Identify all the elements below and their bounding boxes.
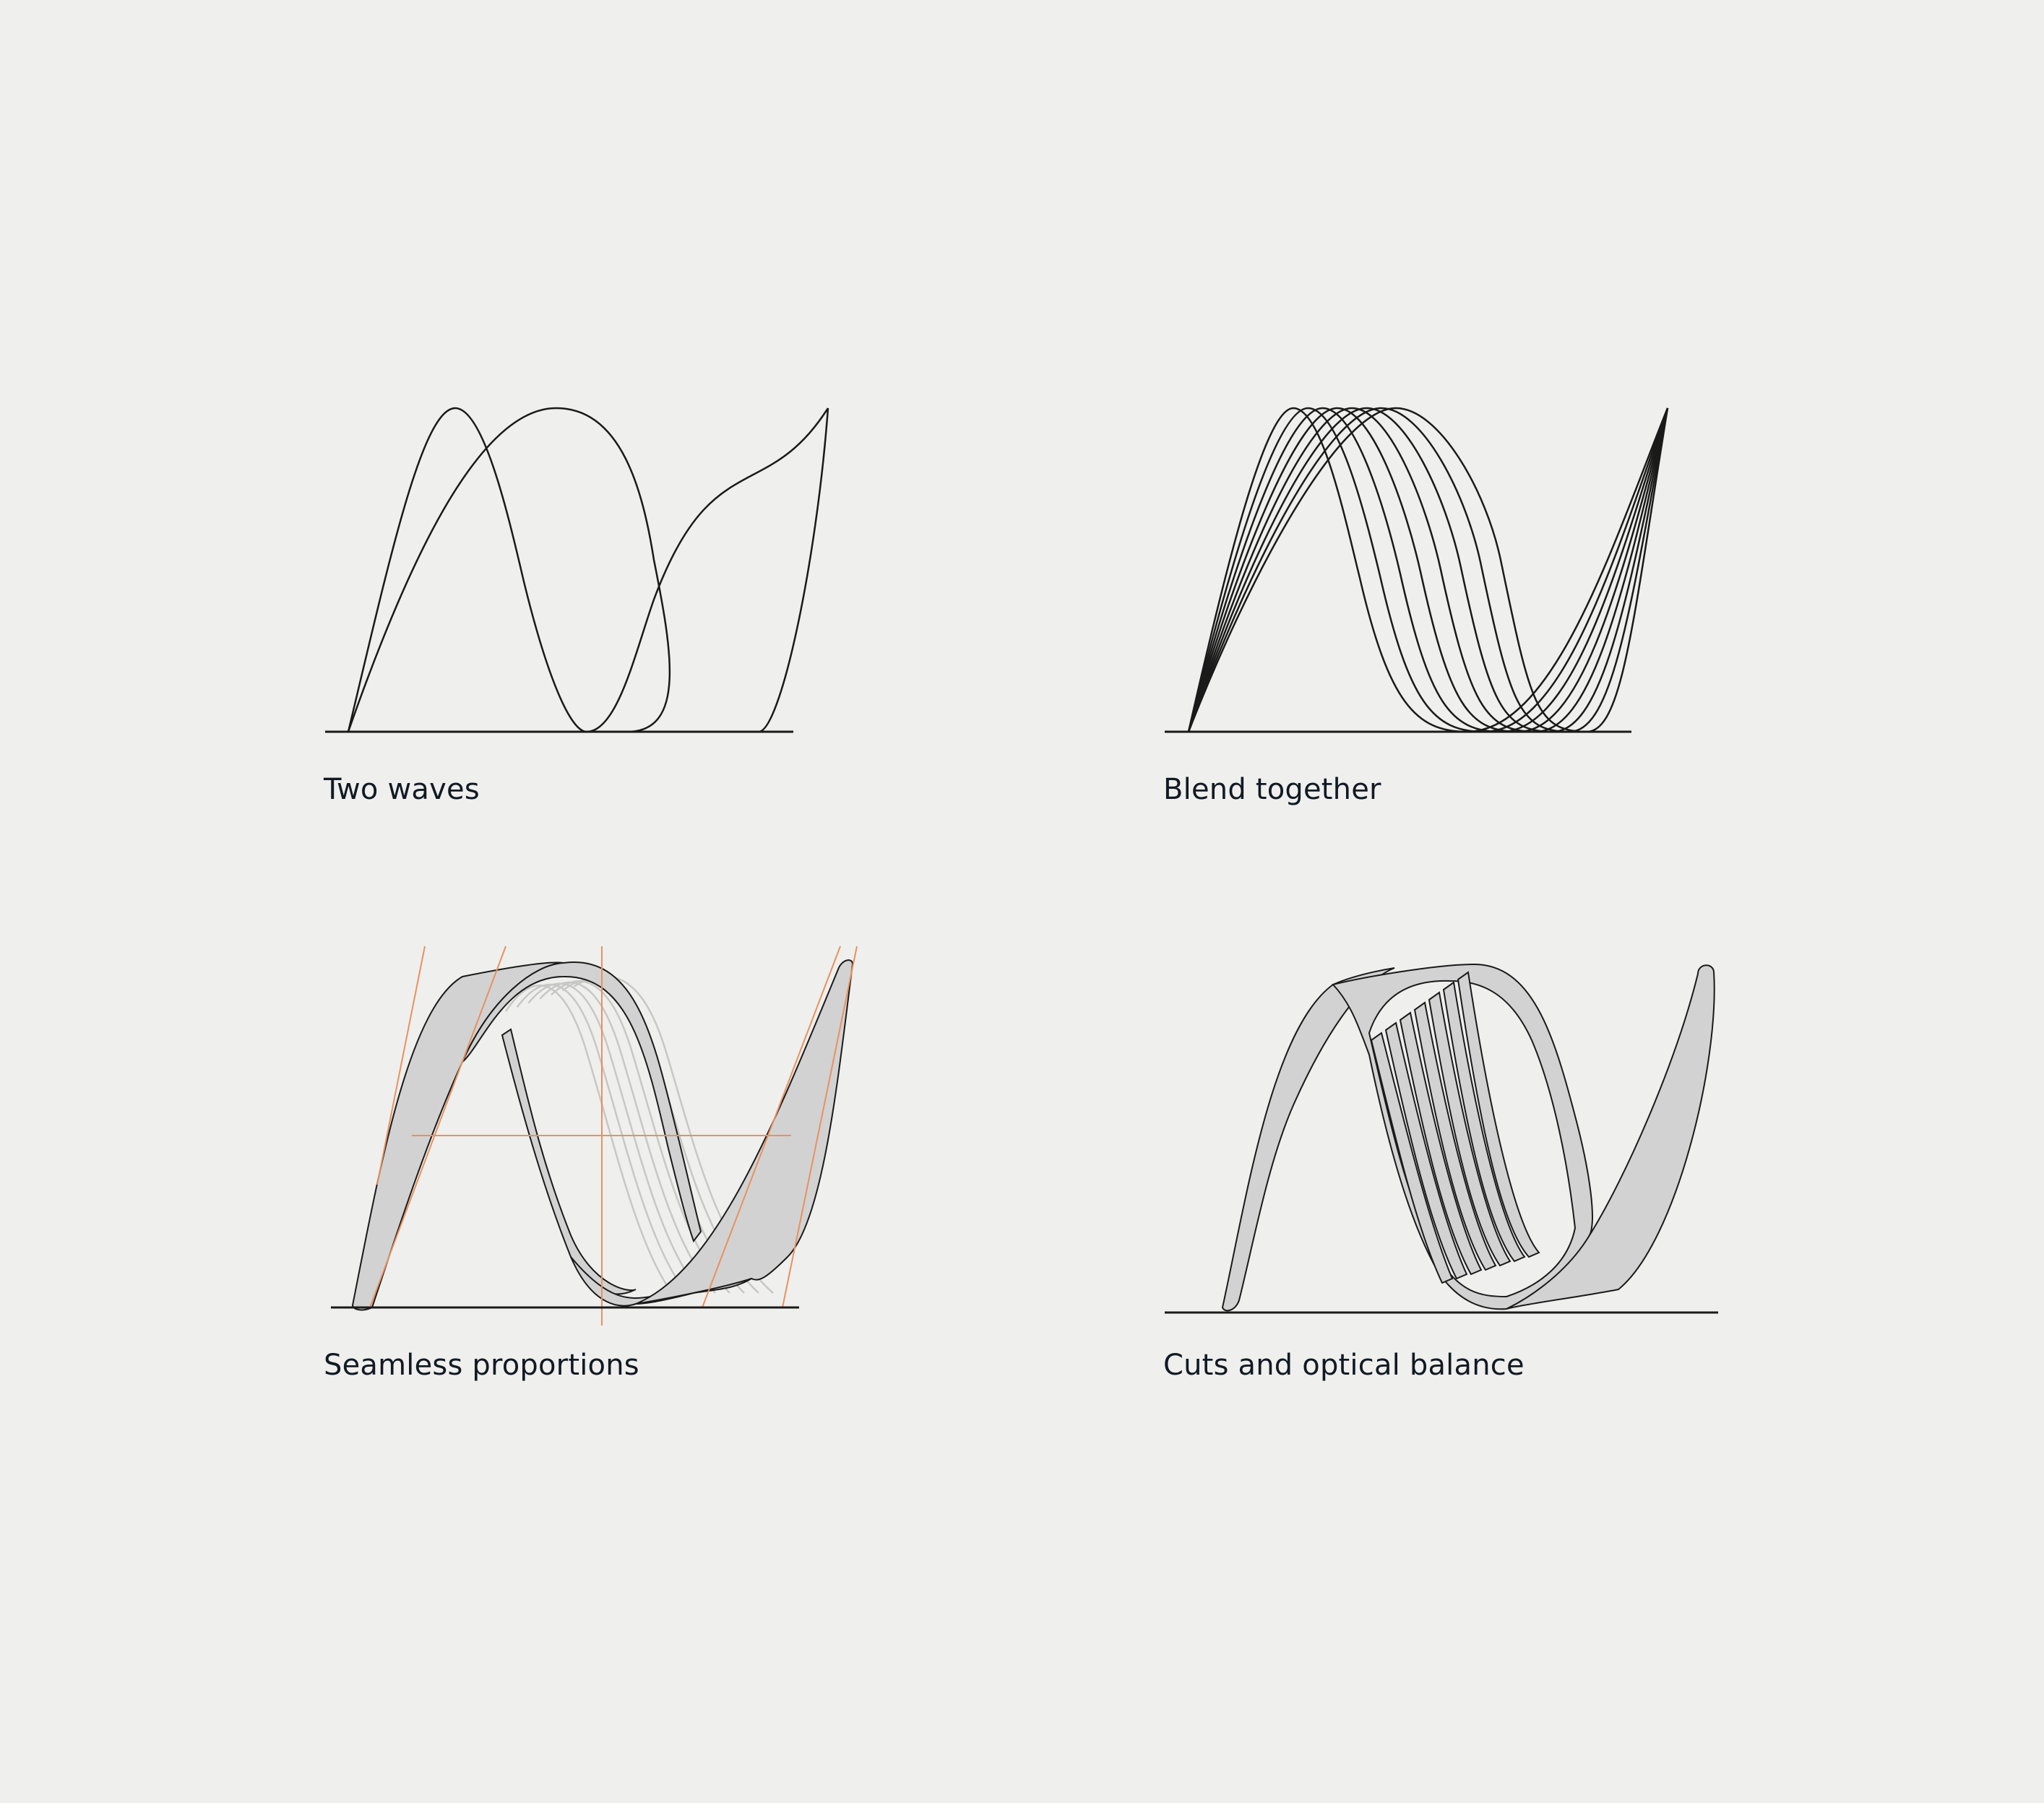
cut-stripe xyxy=(1442,981,1526,1263)
blend-wave-line xyxy=(1187,407,1669,733)
ribbon-right xyxy=(635,959,854,1305)
caption-blend-together: Blend together xyxy=(1163,773,1381,806)
ghost-wave-line xyxy=(516,983,687,1294)
ghost-wave-line xyxy=(504,985,673,1294)
caption-two-waves: Two waves xyxy=(324,773,480,806)
mark-right-leg xyxy=(1506,964,1715,1310)
cut-stripe xyxy=(1413,1001,1497,1271)
cut-stripes xyxy=(1370,971,1540,1284)
cut-stripe xyxy=(1370,1032,1454,1284)
blend-wave-line xyxy=(1187,407,1669,733)
cut-stripe xyxy=(1384,1021,1468,1280)
wave-wide xyxy=(347,407,829,733)
caption-seamless-proportions: Seamless proportions xyxy=(324,1349,639,1382)
blend-wave-line xyxy=(1187,407,1669,733)
cut-stripe xyxy=(1428,991,1512,1267)
blend-wave-line xyxy=(1187,407,1669,733)
blend-wave-line xyxy=(1187,407,1669,733)
cut-stripe xyxy=(1457,971,1540,1258)
cut-stripe xyxy=(1399,1011,1483,1276)
caption-cuts-optical-balance: Cuts and optical balance xyxy=(1163,1349,1525,1382)
blend-wave-line xyxy=(1187,407,1669,733)
blend-wave-lines xyxy=(1187,407,1669,733)
blend-wave-line xyxy=(1187,407,1669,733)
proportion-guides xyxy=(369,946,858,1326)
wave-narrow xyxy=(347,407,829,733)
blend-wave-line xyxy=(1187,407,1669,733)
